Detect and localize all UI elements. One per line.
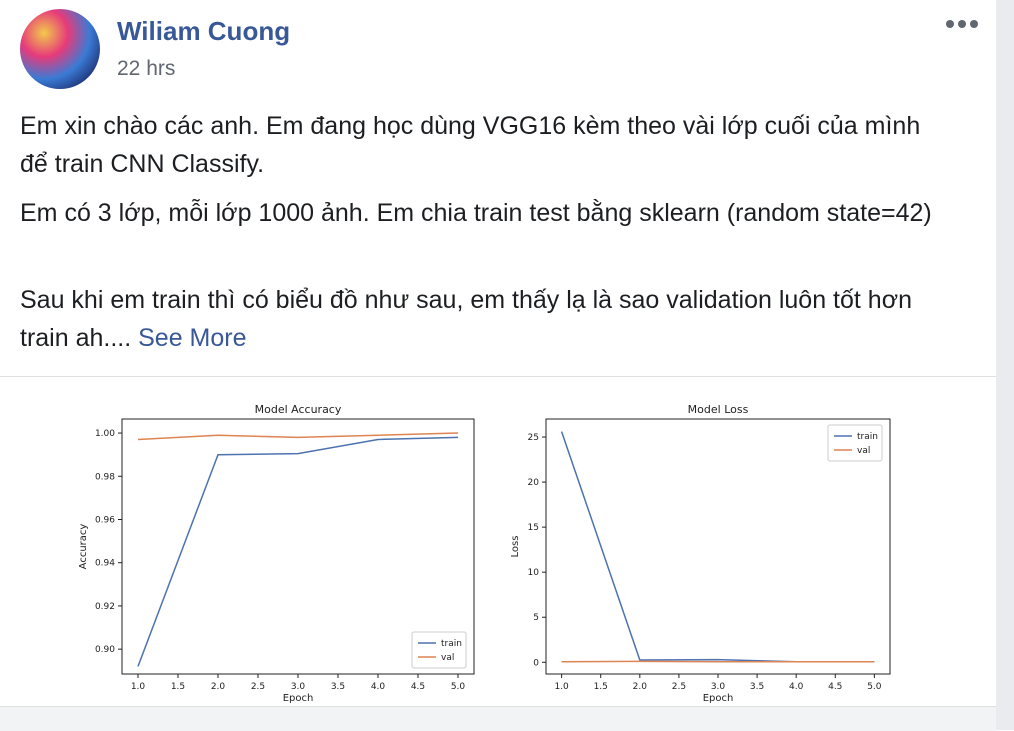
y-tick-label: 0.90 — [95, 645, 115, 655]
ellipsis-icon[interactable] — [944, 10, 980, 38]
post-paragraph-3: Sau khi em train thì có biểu đồ như sau,… — [20, 281, 950, 357]
x-tick-label: 2.5 — [672, 682, 686, 692]
y-tick-label: 5 — [533, 613, 539, 623]
chart-title: Model Loss — [688, 403, 749, 416]
x-tick-label: 1.0 — [131, 682, 146, 692]
post-timestamp[interactable]: 22 hrs — [117, 57, 175, 81]
legend-label-train: train — [441, 639, 462, 649]
y-axis-label: Loss — [510, 536, 521, 558]
legend-box — [828, 425, 882, 461]
legend-label-train: train — [857, 432, 878, 442]
x-tick-label: 3.5 — [750, 682, 764, 692]
y-tick-label: 15 — [528, 523, 539, 533]
x-tick-label: 3.0 — [291, 682, 306, 692]
x-tick-label: 2.0 — [211, 682, 226, 692]
chart-title: Model Accuracy — [255, 403, 342, 416]
y-tick-label: 20 — [528, 478, 540, 488]
avatar[interactable] — [20, 9, 100, 89]
x-tick-label: 5.0 — [451, 682, 466, 692]
y-tick-label: 0.92 — [95, 602, 115, 612]
y-tick-label: 0 — [533, 658, 539, 668]
y-tick-label: 0.96 — [95, 515, 115, 525]
x-tick-label: 2.0 — [633, 682, 648, 692]
x-tick-label: 3.5 — [331, 682, 345, 692]
post-card: Wiliam Cuong 22 hrs Em xin chào các anh.… — [0, 0, 996, 706]
y-tick-label: 1.00 — [95, 429, 115, 439]
x-tick-label: 2.5 — [251, 682, 265, 692]
x-tick-label: 4.0 — [789, 682, 804, 692]
accuracy-chart-svg: Model Accuracy 1.0 1.5 2.0 2.5 3.0 3.5 4.0 4.5 5.… — [0, 377, 498, 707]
x-axis-label: Epoch — [703, 693, 734, 704]
post-paragraph-2: Em có 3 lớp, mỗi lớp 1000 ảnh. Em chia t… — [20, 194, 950, 232]
post-photo[interactable]: Model Accuracy 1.0 1.5 2.0 2.5 3.0 3.5 4.0 4.5 5.… — [0, 376, 996, 707]
x-tick-label: 5.0 — [867, 682, 882, 692]
legend-label-val: val — [441, 653, 454, 663]
y-tick-label: 0.94 — [95, 559, 115, 569]
x-tick-label: 4.5 — [828, 682, 842, 692]
accuracy-chart: Model Accuracy 1.0 1.5 2.0 2.5 3.0 3.5 4.0 4.5 5.… — [0, 377, 498, 712]
x-tick-label: 4.5 — [411, 682, 425, 692]
right-rail — [996, 0, 1014, 730]
author-name[interactable]: Wiliam Cuong — [117, 16, 290, 47]
y-tick-label: 10 — [528, 568, 540, 578]
x-tick-label: 1.5 — [594, 682, 608, 692]
loss-chart: Model Loss 1.0 1.5 2.0 2.5 3.0 3.5 4.0 4.5 5.0 0 5 1… — [498, 377, 996, 712]
legend-box — [412, 632, 466, 668]
legend-label-val: val — [857, 446, 870, 456]
y-tick-label: 0.98 — [95, 472, 115, 482]
x-tick-label: 4.0 — [371, 682, 386, 692]
y-tick-label: 25 — [528, 433, 539, 443]
x-tick-label: 3.0 — [711, 682, 726, 692]
loss-chart-svg: Model Loss 1.0 1.5 2.0 2.5 3.0 3.5 4.0 4.5 5.0 0 5 1… — [498, 377, 996, 707]
post-paragraph-1: Em xin chào các anh. Em đang học dùng VG… — [20, 107, 950, 183]
y-axis-label: Accuracy — [78, 524, 89, 570]
x-tick-label: 1.5 — [171, 682, 185, 692]
x-axis-label: Epoch — [283, 693, 314, 704]
see-more-link[interactable]: See More — [138, 324, 246, 352]
x-tick-label: 1.0 — [554, 682, 569, 692]
